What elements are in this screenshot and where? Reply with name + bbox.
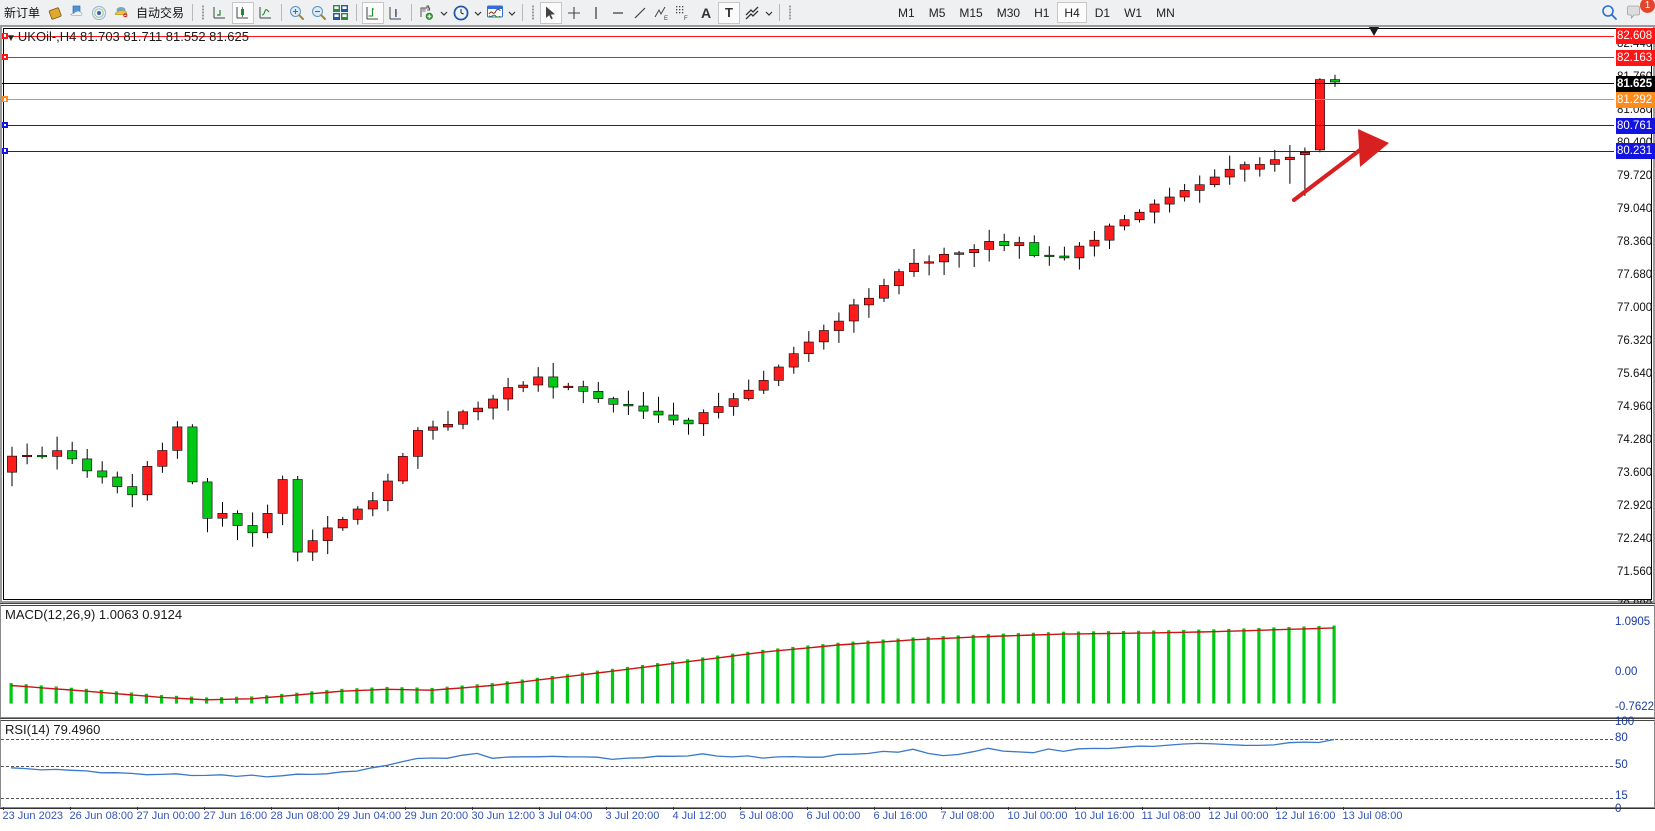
svg-text:E: E [664, 16, 668, 22]
svg-text:F: F [684, 16, 688, 22]
